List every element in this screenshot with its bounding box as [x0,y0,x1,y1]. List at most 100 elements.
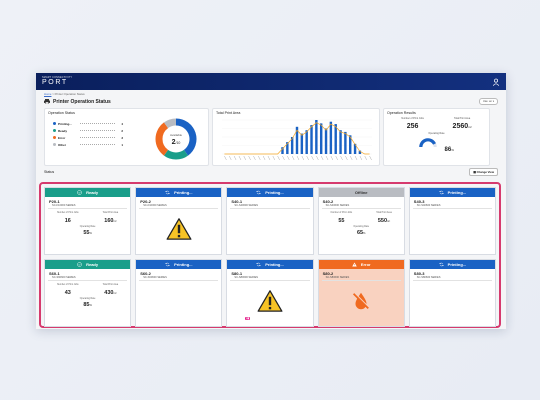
card-printer-name: S40-2 [322,199,334,204]
card-printer-name: S80-1 [231,271,243,276]
card-rate-value: 65 [356,230,364,236]
print-area-chart [222,119,372,161]
card-jobs-label: Number of Print Jobs [57,284,79,286]
rate-gauge [419,138,437,148]
card-jobs-value: 55 [338,218,345,224]
card-status-header: Printing... [136,260,222,269]
chart-bar [319,123,323,154]
x-tick [364,155,367,161]
chart-bar [339,130,342,154]
legend-dot [53,143,56,146]
area-label: Total Print Area [453,117,471,120]
sync-icon [438,262,444,267]
x-tick [296,155,300,161]
ink-level-indicator: ▮▮ [245,317,251,320]
area-unit: m² [468,125,472,129]
warning-icon [166,218,192,240]
card-status-header: Ready [45,188,131,197]
brand-subtitle: SMART CONNECTIVITY [42,75,73,79]
brand-logo[interactable]: SMART CONNECTIVITY PORT [42,75,73,86]
status-section-label: Status [44,169,55,174]
card-area-label: Total Print Area [102,212,119,214]
x-tick [359,155,363,161]
card-area-label: Total Print Area [376,212,392,214]
x-tick [282,155,285,161]
legend-label: Error [58,135,66,140]
change-view-button[interactable]: ▦ Change View [469,167,498,176]
sync-icon [438,190,444,195]
donut-label: Available [170,133,182,137]
breadcrumb-home[interactable]: Home [44,92,52,96]
sync-icon [256,190,261,195]
card-rate-unit: % [89,304,92,307]
breadcrumb-current: Printer Operation Status [54,92,85,96]
card-rate-label: Operating Rate [79,226,96,228]
legend-item: Other 1 [53,142,123,147]
printer-card-p20-2[interactable]: Printing... P20-2 SC-F10000 SERIES [135,187,223,255]
x-tick [229,155,232,161]
x-tick [253,155,256,161]
x-tick [325,155,329,161]
card-printer-model: SC-S80600 SERIES [412,276,492,281]
card-printer-model: SC-S40600 SERIES [412,204,492,209]
chart-bar [334,124,337,154]
legend-leader [80,130,115,131]
printer-card-s60-1[interactable]: Ready S60-1 SC-S60600 SERIES Number of Prin… [44,259,132,327]
chart-line [224,122,370,155]
legend-leader [80,144,115,145]
legend-leader [80,123,115,124]
card-status-label: Printing... [265,190,284,195]
card-printer-model: SC-S40600 SERIES [230,204,310,209]
language-select[interactable]: Use: en ▾ [479,98,498,105]
rate-unit: % [451,148,454,152]
printer-card-s80-3[interactable]: Printing... S80-3 SC-S80600 SERIES [408,259,496,327]
legend-leader [80,137,115,138]
legend-item: Ready 2 [53,128,123,133]
x-tick [272,155,275,161]
x-tick [335,155,338,161]
x-tick [350,155,353,161]
rate-label: Operating Rate [428,132,445,135]
card-printer-model: SC-S60600 SERIES [48,276,128,281]
card-printer-model: SC-S40600 SERIES [321,204,401,209]
total-print-area-panel: Total Print Area [212,108,380,166]
donut-slice [163,118,177,129]
card-rate-unit: % [89,232,92,235]
card-printer-name: S80-3 [413,271,425,276]
card-printer-name: S60-2 [140,271,151,276]
area-value: 2560 [452,123,469,130]
card-status-label: Printing... [447,190,467,195]
printer-card-s40-1[interactable]: Printing... S40-1 SC-S40600 SERIES [226,187,314,255]
printer-card-s80-2[interactable]: Error S80-2 SC-S80600 SERIES [317,259,405,327]
printer-card-s40-3[interactable]: Printing... S40-3 SC-S40600 SERIES [408,187,496,255]
legend-dot [53,129,56,132]
donut-slice [155,122,169,156]
card-printer-model: SC-S80600 SERIES [230,276,310,281]
card-status-header: Printing... [409,188,495,197]
legend-label: Ready [58,128,68,133]
printer-card-s80-1[interactable]: Printing... S80-1 SC-S80600 SERIES ▮▮ [226,259,314,327]
error-icon [352,262,357,267]
printer-card-p20-1[interactable]: Ready P20-1 SC-F10000 SERIES Number of Prin… [44,187,132,255]
legend-item: Printing... 4 [53,122,123,126]
user-icon[interactable] [492,78,500,86]
rate-gauge-fill [419,138,437,148]
printer-card-s40-2[interactable]: Offline S40-2 SC-S40600 SERIES Number of Pr… [317,187,405,255]
printer-card-s60-2[interactable]: Printing... S60-2 SC-S60600 SERIES [135,259,223,327]
chart-bar [329,121,333,154]
legend-value: 1 [121,142,123,147]
card-jobs-label: Number of Print Jobs [57,212,79,214]
card-rate-value: 85 [83,302,90,308]
card-rate-label: Operating Rate [353,226,369,228]
x-tick [306,155,309,161]
status-legend: Printing... 4 Ready 2 Error 3 Other 1 [53,122,123,150]
chart-bar [281,147,284,154]
chart-bar [286,142,289,154]
card-status-header: Printing... [136,188,222,197]
x-tick [321,155,324,161]
card-status-label: Ready [86,262,99,267]
chart-bar [344,131,347,154]
x-tick [267,155,271,161]
card-printer-model: SC-F10000 SERIES [48,204,128,209]
chart-bar [290,137,294,154]
